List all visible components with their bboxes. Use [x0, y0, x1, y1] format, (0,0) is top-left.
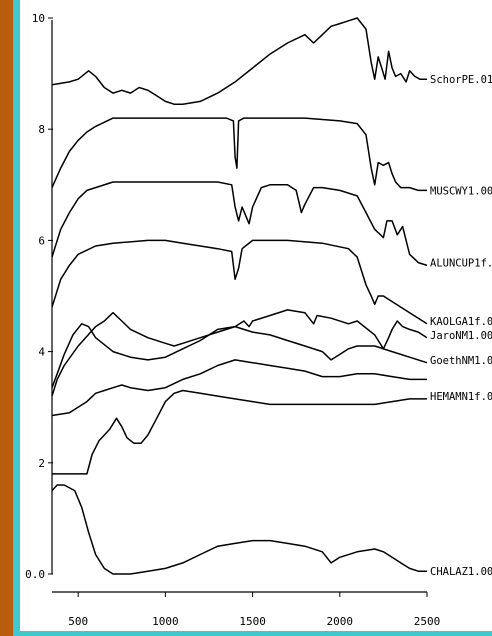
series-line-6 [51, 323, 428, 388]
series-line-7 [51, 359, 427, 417]
y-tick-label: 8 [38, 123, 45, 136]
series-label-3: ALUNCUP1f.00 [430, 258, 492, 270]
series-line-4 [51, 239, 428, 325]
frame-left-bar [0, 0, 13, 636]
y-tick-label: 6 [38, 234, 45, 247]
series-line-5 [51, 309, 428, 397]
y-tick-label: 4 [38, 346, 45, 359]
y-tick-label: 0.0 [25, 568, 45, 581]
series-label-6: GoethNM1.00 [430, 355, 492, 367]
series-label-4: KAOLGA1f.00 [430, 316, 492, 328]
x-tick-label: 1500 [239, 615, 266, 628]
y-tick-label: 2 [38, 457, 45, 470]
series-line-1 [51, 17, 427, 105]
x-tick-label: 1000 [152, 615, 179, 628]
y-tick-label: 10 [32, 12, 45, 25]
frame-accent-bar [13, 0, 20, 636]
spectra-chart: 0.0 2 4 6 8 10 500 1000 1500 2000 2500 SchorPE.012… [25, 12, 492, 628]
series-label-9: CHALAZ1.00 [430, 566, 492, 578]
x-tick-label: 500 [68, 615, 88, 628]
x-tick-label: 2500 [414, 615, 441, 628]
chart-axes: 0.0 2 4 6 8 10 500 1000 1500 2000 2500 [25, 12, 440, 628]
series-label-1: SchorPE.012 [430, 74, 492, 86]
series-line-2 [51, 117, 427, 192]
series-label-5: JaroNM1.001 [430, 330, 492, 342]
series-line-8 [52, 389, 427, 475]
chart-series-labels: SchorPE.012 MUSCWY1.00 ALUNCUP1f.00 KAOLGA1… [430, 74, 492, 578]
frame-bottom-bar [13, 631, 492, 636]
series-line-9 [51, 484, 427, 575]
series-label-7: HEMAMN1f.00 [430, 391, 492, 403]
x-tick-label: 2000 [327, 615, 354, 628]
chart-series [51, 17, 428, 575]
series-label-2: MUSCWY1.00 [430, 185, 492, 197]
series-line-3 [51, 181, 428, 267]
